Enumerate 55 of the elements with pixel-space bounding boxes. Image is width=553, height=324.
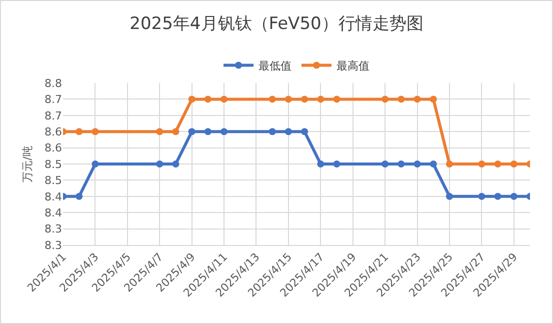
- point: [92, 128, 99, 136]
- point: [510, 160, 518, 168]
- point: [156, 160, 164, 168]
- point: [333, 96, 340, 103]
- point: [220, 128, 228, 136]
- point: [446, 192, 453, 200]
- point: [494, 160, 502, 168]
- point: [510, 192, 518, 200]
- point: [494, 192, 502, 200]
- point: [204, 96, 212, 103]
- y-tick-label: 8.5: [44, 158, 62, 171]
- point: [268, 96, 276, 103]
- point: [317, 96, 324, 103]
- legend-label: 最高值: [336, 60, 370, 73]
- y-tick-label: 8.3: [44, 238, 62, 252]
- point: [268, 128, 276, 136]
- point: [301, 96, 308, 103]
- y-tick-label: 8.8: [44, 76, 62, 90]
- chart-title: 2025年4月钒钛（FeV50）行情走势图: [130, 14, 424, 34]
- point: [172, 160, 180, 168]
- y-tick-label: 8.7: [44, 93, 62, 106]
- point: [382, 160, 389, 168]
- point: [333, 160, 340, 168]
- point: [446, 160, 453, 168]
- point: [76, 128, 83, 136]
- y-tick-label: 8.4: [44, 206, 62, 220]
- y-axis-title: 万元/吨: [21, 146, 34, 182]
- point: [430, 96, 437, 103]
- point: [284, 128, 292, 136]
- point: [188, 128, 196, 136]
- point: [92, 160, 99, 168]
- y-tick-label: 8.7: [44, 109, 62, 122]
- point: [414, 96, 421, 103]
- y-tick-label: 8.4: [44, 190, 62, 204]
- point: [478, 160, 486, 168]
- point: [398, 160, 405, 168]
- y-tick-label: 8.6: [44, 142, 62, 155]
- point: [220, 96, 228, 103]
- point: [414, 160, 421, 168]
- point: [317, 160, 324, 168]
- point: [172, 128, 180, 136]
- y-tick-label: 8.3: [44, 222, 62, 236]
- point: [284, 96, 292, 103]
- point: [478, 192, 486, 200]
- point: [188, 96, 196, 103]
- point: [76, 192, 83, 200]
- point: [398, 96, 405, 103]
- y-tick-label: 8.5: [44, 174, 62, 188]
- legend-label: 最低值: [258, 60, 292, 73]
- point: [156, 128, 164, 136]
- y-tick-label: 8.6: [44, 125, 62, 138]
- point: [382, 96, 389, 103]
- point: [301, 128, 308, 136]
- point: [430, 160, 437, 168]
- point: [204, 128, 212, 136]
